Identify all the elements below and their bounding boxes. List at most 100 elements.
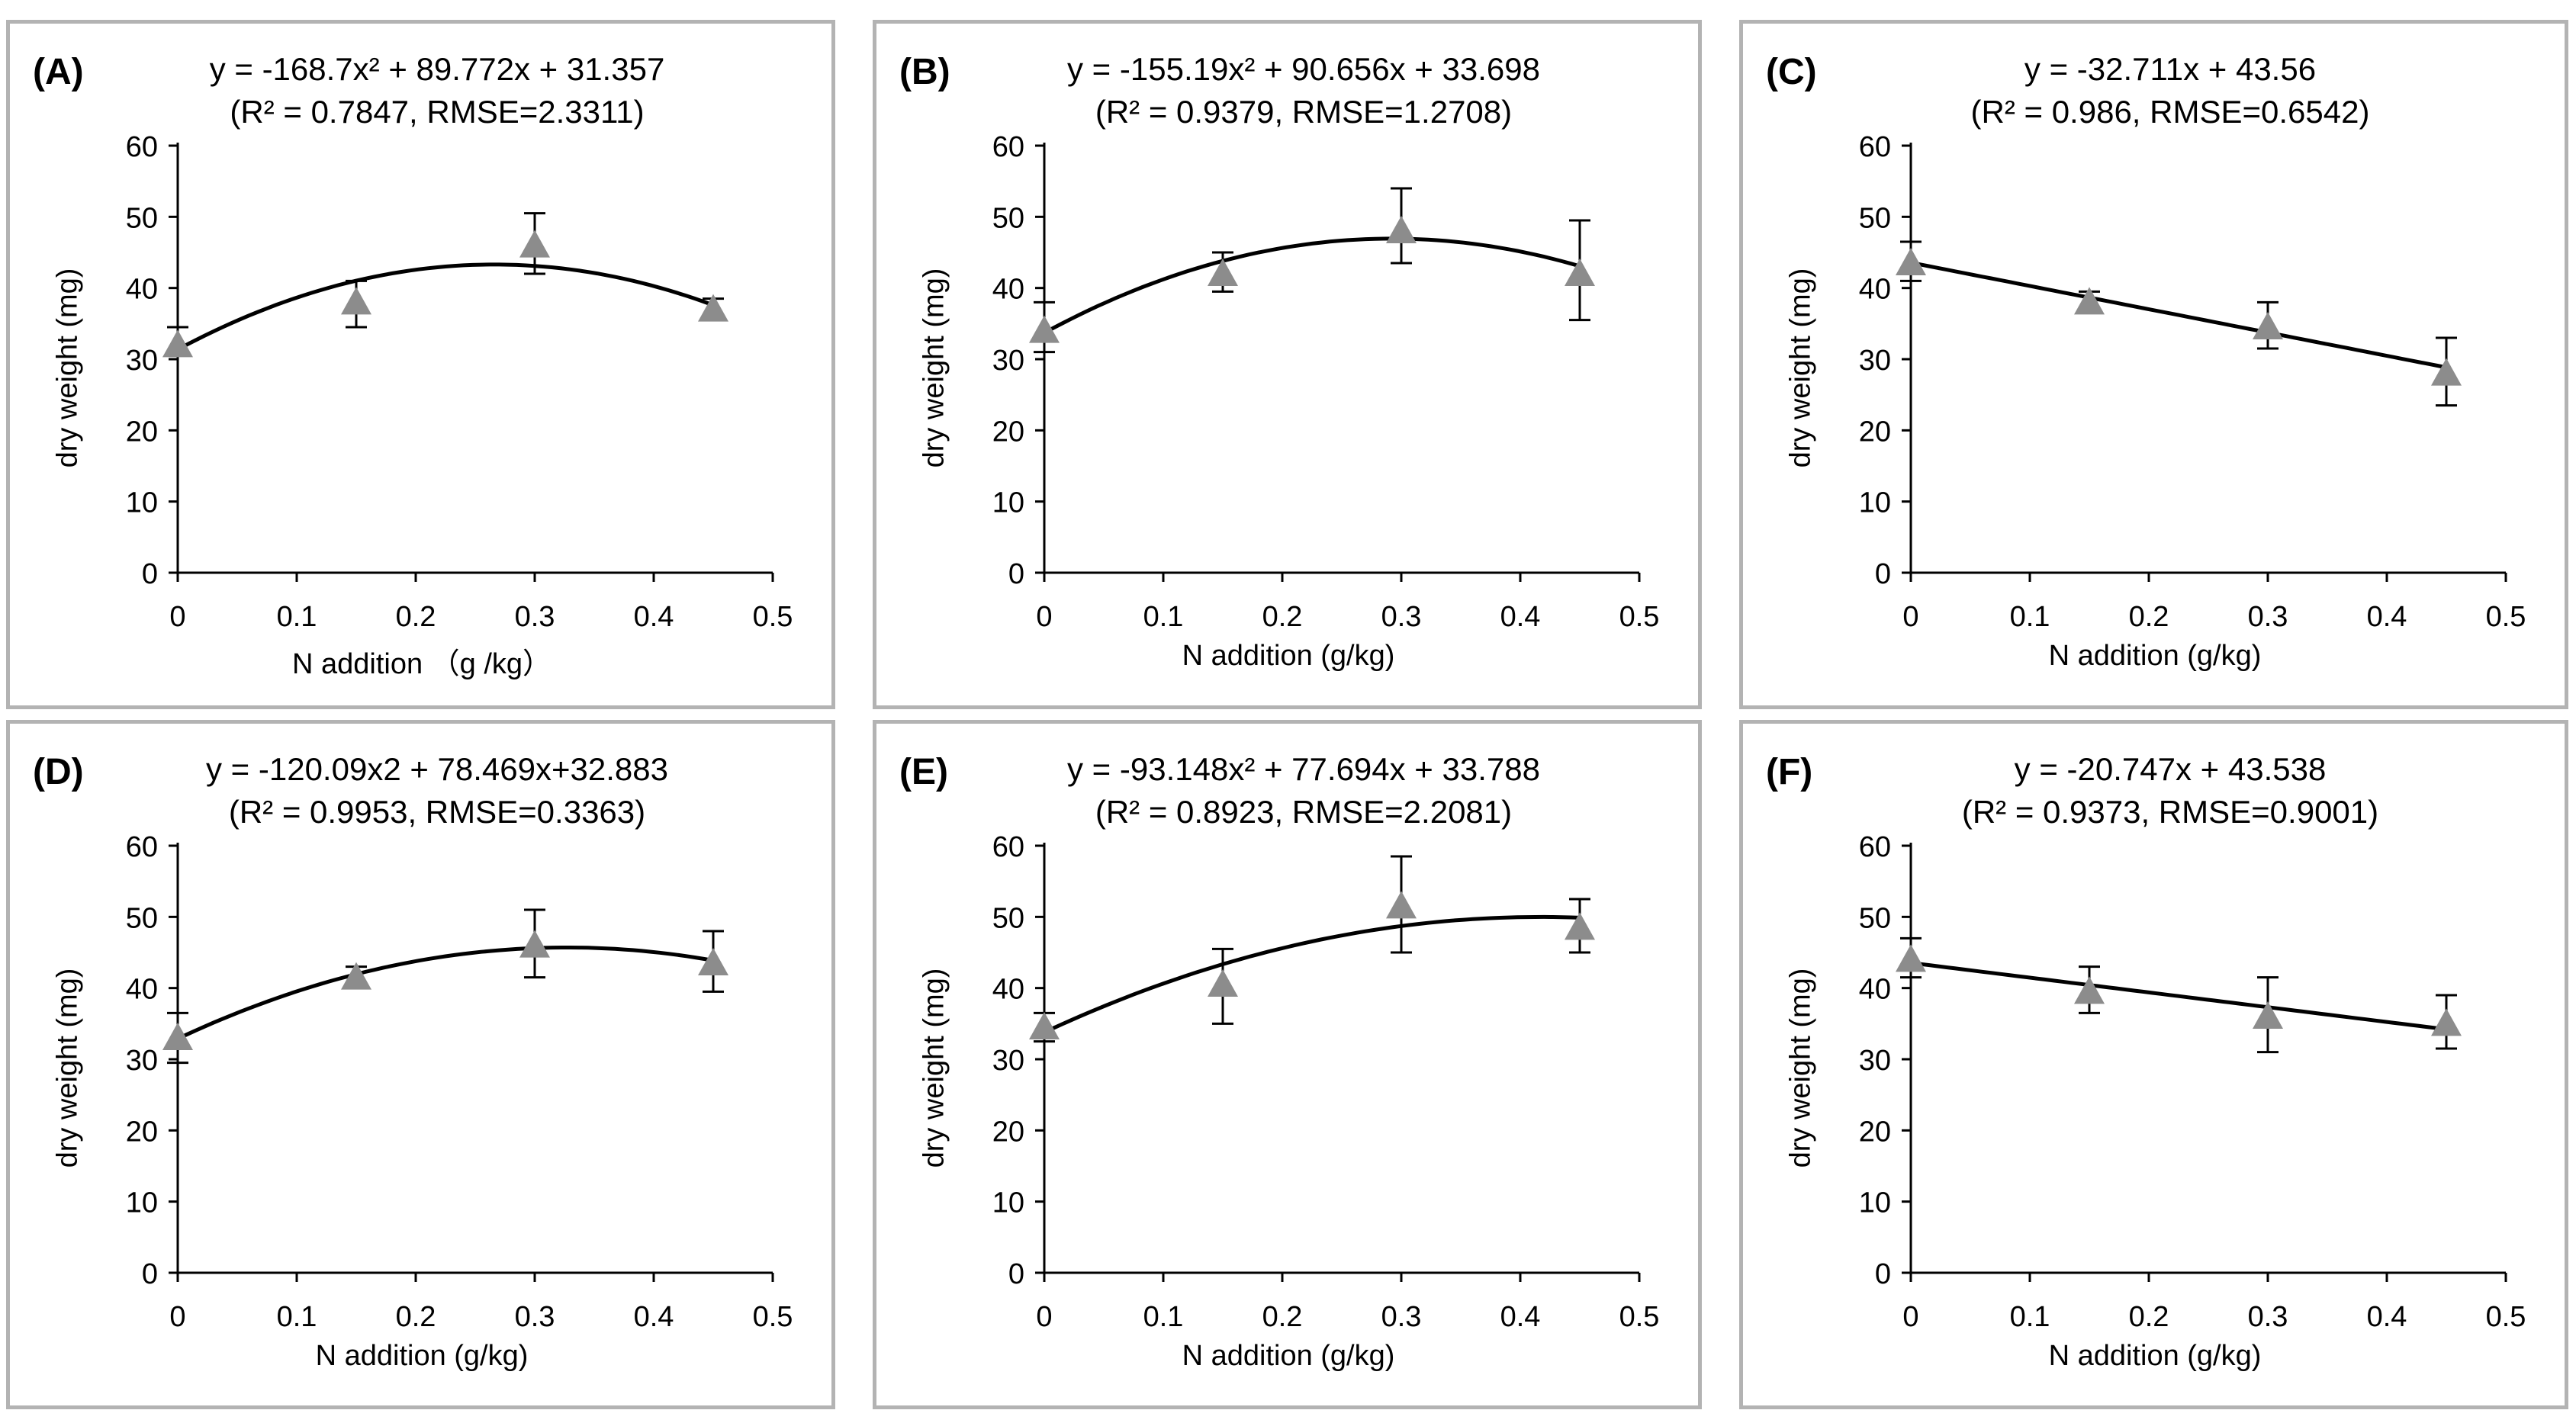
triangle-marker	[1208, 259, 1238, 286]
x-tick-label: 0.5	[753, 601, 793, 633]
fit-equation: y = -168.7x² + 89.772x + 31.357	[209, 51, 665, 87]
triangle-marker	[2253, 1001, 2283, 1029]
triangle-marker	[1386, 891, 1417, 919]
triangle-marker	[1029, 1012, 1060, 1039]
y-tick-label: 20	[126, 1116, 158, 1148]
x-tick-label: 0.5	[2486, 1301, 2526, 1333]
triangle-marker	[341, 287, 371, 315]
triangle-marker	[1896, 248, 1926, 275]
triangle-marker	[1029, 315, 1060, 343]
y-tick-label: 30	[126, 1045, 158, 1077]
data-point	[2074, 287, 2105, 315]
data-point	[1896, 240, 1926, 282]
triangle-marker	[2074, 287, 2105, 315]
x-tick-label: 0.3	[2248, 601, 2288, 633]
data-point	[1208, 947, 1238, 1025]
y-tick-label: 60	[1859, 131, 1891, 163]
triangle-marker	[1386, 216, 1417, 243]
triangle-marker	[1565, 912, 1595, 940]
panel-label: (F)	[1766, 752, 1813, 792]
chart-panel-f: 0 10 20 30 40 50 60 0 0.1 0.2 0.3 0.4 0.5 (F) y = -2…	[1739, 720, 2568, 1409]
panel-label: (A)	[33, 52, 84, 92]
y-axis-label: dry weight (mg)	[51, 968, 84, 1168]
trend-line	[1043, 236, 1581, 335]
x-tick-label: 0	[1902, 601, 1918, 633]
y-tick-label: 40	[1859, 274, 1891, 306]
fit-equation: y = -32.711x + 43.56	[2024, 51, 2317, 87]
x-tick-label: 0	[169, 601, 185, 633]
y-tick-label: 0	[1008, 1258, 1024, 1290]
triangle-marker	[162, 329, 193, 358]
data-point	[519, 908, 550, 979]
x-tick-label: 0.3	[515, 601, 555, 633]
x-tick-label: 0	[1036, 1301, 1052, 1333]
triangle-marker	[162, 1023, 193, 1050]
plot-area: 0 10 20 30 40 50 60 0 0.1 0.2 0.3 0.4 0.5	[1859, 831, 2526, 1333]
data-point	[341, 962, 371, 990]
data-point	[1386, 855, 1417, 954]
y-tick-label: 10	[1859, 1187, 1891, 1219]
fit-stats: (R² = 0.7847, RMSE=2.3311)	[230, 94, 645, 130]
y-tick-label: 60	[1859, 831, 1891, 863]
x-tick-label: 0.3	[2248, 1301, 2288, 1333]
y-tick-label: 10	[126, 1187, 158, 1219]
x-tick-label: 0.1	[2010, 601, 2050, 633]
data-point	[1208, 251, 1238, 293]
y-tick-label: 0	[142, 1258, 158, 1290]
triangle-marker	[2431, 1008, 2462, 1036]
fit-equation: y = -20.747x + 43.538	[2014, 751, 2327, 787]
fit-stats: (R² = 0.986, RMSE=0.6542)	[1970, 94, 2370, 130]
x-tick-label: 0.3	[1381, 601, 1422, 633]
triangle-marker	[2074, 976, 2105, 1004]
y-tick-label: 30	[1859, 1045, 1891, 1077]
fit-equation: y = -120.09x2 + 78.469x+32.883	[206, 751, 668, 787]
data-point	[1029, 1011, 1060, 1043]
data-point	[698, 930, 728, 993]
y-tick-label: 50	[992, 902, 1024, 934]
x-tick-label: 0.4	[634, 601, 674, 633]
x-tick-label: 0.1	[277, 1301, 317, 1333]
triangle-marker	[1896, 944, 1926, 972]
trend-line	[1910, 260, 2447, 370]
fit-equation: y = -155.19x² + 90.656x + 33.698	[1067, 51, 1540, 87]
x-tick-label: 0.2	[2129, 1301, 2169, 1333]
x-tick-label: 0.2	[396, 601, 436, 633]
x-tick-label: 0.5	[2486, 601, 2526, 633]
y-tick-label: 50	[1859, 202, 1891, 234]
y-tick-label: 30	[126, 345, 158, 377]
triangle-marker	[519, 930, 550, 958]
fit-stats: (R² = 0.9373, RMSE=0.9001)	[1961, 794, 2379, 830]
chart-panel-c: 0 10 20 30 40 50 60 0 0.1 0.2 0.3 0.4 0.5 (C) y = -3…	[1739, 20, 2568, 709]
y-tick-label: 40	[1859, 974, 1891, 1006]
x-tick-label: 0.4	[2367, 601, 2407, 633]
y-tick-label: 20	[992, 416, 1024, 448]
chart-panel-a: 0 10 20 30 40 50 60 0 0.1 0.2 0.3 0.4 0.5 (A) y = -1…	[6, 20, 835, 709]
fit-equation: y = -93.148x² + 77.694x + 33.788	[1067, 751, 1540, 787]
fit-stats: (R² = 0.8923, RMSE=2.2081)	[1095, 794, 1513, 830]
x-axis-label: N addition (g/kg)	[1182, 640, 1395, 672]
y-tick-label: 0	[142, 558, 158, 590]
y-tick-label: 0	[1875, 1258, 1891, 1290]
y-axis-label: dry weight (mg)	[918, 268, 950, 468]
chart-panel-b: 0 10 20 30 40 50 60 0 0.1 0.2 0.3 0.4 0.5 (B) y = -1…	[873, 20, 1702, 709]
data-point	[1565, 219, 1595, 322]
triangle-marker	[1565, 259, 1595, 286]
data-point	[162, 326, 193, 358]
data-point	[1565, 898, 1595, 954]
x-tick-label: 0.2	[2129, 601, 2169, 633]
y-tick-label: 50	[1859, 902, 1891, 934]
y-axis-label: dry weight (mg)	[51, 268, 84, 468]
chart-panel-d: 0 10 20 30 40 50 60 0 0.1 0.2 0.3 0.4 0.5 (D) y = -1…	[6, 720, 835, 1409]
y-tick-label: 0	[1875, 558, 1891, 590]
trend-line	[1910, 961, 2447, 1032]
triangle-marker	[1208, 969, 1238, 997]
y-tick-label: 10	[1859, 487, 1891, 519]
data-point	[2074, 965, 2105, 1014]
triangle-marker	[341, 962, 371, 990]
x-tick-label: 0.1	[1143, 1301, 1184, 1333]
y-tick-label: 10	[992, 1187, 1024, 1219]
plot-area: 0 10 20 30 40 50 60 0 0.1 0.2 0.3 0.4 0.5	[1859, 131, 2526, 633]
y-tick-label: 50	[126, 902, 158, 934]
plot-area: 0 10 20 30 40 50 60 0 0.1 0.2 0.3 0.4 0.5	[126, 131, 793, 633]
x-tick-label: 0.1	[277, 601, 317, 633]
